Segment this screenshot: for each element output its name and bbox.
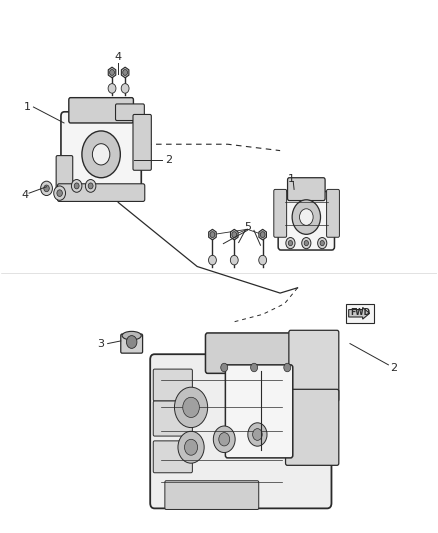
Circle shape xyxy=(318,238,327,249)
Circle shape xyxy=(232,232,237,238)
FancyBboxPatch shape xyxy=(153,369,192,401)
Circle shape xyxy=(74,183,79,189)
FancyBboxPatch shape xyxy=(226,365,293,458)
Circle shape xyxy=(174,387,208,427)
Circle shape xyxy=(108,84,116,93)
Circle shape xyxy=(184,439,198,455)
FancyBboxPatch shape xyxy=(61,112,141,187)
Text: 2: 2 xyxy=(390,362,397,373)
Circle shape xyxy=(41,181,53,196)
Circle shape xyxy=(183,397,199,417)
Circle shape xyxy=(221,364,228,372)
FancyBboxPatch shape xyxy=(289,330,339,401)
Polygon shape xyxy=(259,229,266,240)
Circle shape xyxy=(259,255,267,265)
FancyBboxPatch shape xyxy=(278,191,335,250)
Circle shape xyxy=(92,144,110,165)
Ellipse shape xyxy=(122,332,141,340)
Circle shape xyxy=(123,69,127,75)
Circle shape xyxy=(210,232,215,238)
Circle shape xyxy=(127,336,137,349)
Circle shape xyxy=(44,185,49,192)
FancyArrow shape xyxy=(349,308,370,319)
FancyBboxPatch shape xyxy=(69,98,134,123)
Polygon shape xyxy=(108,67,116,78)
Text: FWD: FWD xyxy=(350,308,371,317)
Circle shape xyxy=(251,364,258,372)
Circle shape xyxy=(288,240,293,246)
FancyBboxPatch shape xyxy=(57,184,145,201)
FancyBboxPatch shape xyxy=(327,189,339,237)
Circle shape xyxy=(253,429,262,440)
Circle shape xyxy=(284,364,291,372)
Text: 5: 5 xyxy=(244,222,251,232)
FancyBboxPatch shape xyxy=(116,104,145,120)
Text: 2: 2 xyxy=(165,155,172,165)
Polygon shape xyxy=(230,229,238,240)
Circle shape xyxy=(88,183,93,189)
Circle shape xyxy=(292,200,321,235)
FancyBboxPatch shape xyxy=(121,334,143,353)
Circle shape xyxy=(219,433,230,446)
Text: 1: 1 xyxy=(23,102,30,112)
Circle shape xyxy=(286,238,295,249)
FancyBboxPatch shape xyxy=(346,304,374,323)
Circle shape xyxy=(300,209,313,225)
Circle shape xyxy=(54,186,66,200)
FancyBboxPatch shape xyxy=(286,389,339,465)
FancyBboxPatch shape xyxy=(153,401,192,436)
Circle shape xyxy=(213,426,235,453)
Circle shape xyxy=(260,232,265,238)
FancyBboxPatch shape xyxy=(133,115,151,170)
Text: 1: 1 xyxy=(287,174,294,184)
Polygon shape xyxy=(208,229,216,240)
FancyBboxPatch shape xyxy=(153,441,192,473)
Circle shape xyxy=(304,240,308,246)
Circle shape xyxy=(85,180,96,192)
Circle shape xyxy=(82,131,120,177)
Text: 4: 4 xyxy=(21,190,28,200)
Circle shape xyxy=(248,423,267,446)
Circle shape xyxy=(208,255,216,265)
Circle shape xyxy=(57,190,62,197)
Circle shape xyxy=(178,431,204,463)
FancyBboxPatch shape xyxy=(56,156,73,189)
FancyBboxPatch shape xyxy=(165,481,259,510)
Text: 3: 3 xyxy=(98,338,105,349)
FancyBboxPatch shape xyxy=(274,189,286,237)
Circle shape xyxy=(110,69,114,75)
Circle shape xyxy=(230,255,238,265)
Circle shape xyxy=(320,240,325,246)
FancyBboxPatch shape xyxy=(205,333,318,373)
FancyBboxPatch shape xyxy=(288,177,325,200)
FancyBboxPatch shape xyxy=(150,354,332,508)
Circle shape xyxy=(121,84,129,93)
Text: 4: 4 xyxy=(114,52,121,61)
Circle shape xyxy=(302,238,311,249)
Circle shape xyxy=(71,180,82,192)
Polygon shape xyxy=(121,67,129,78)
